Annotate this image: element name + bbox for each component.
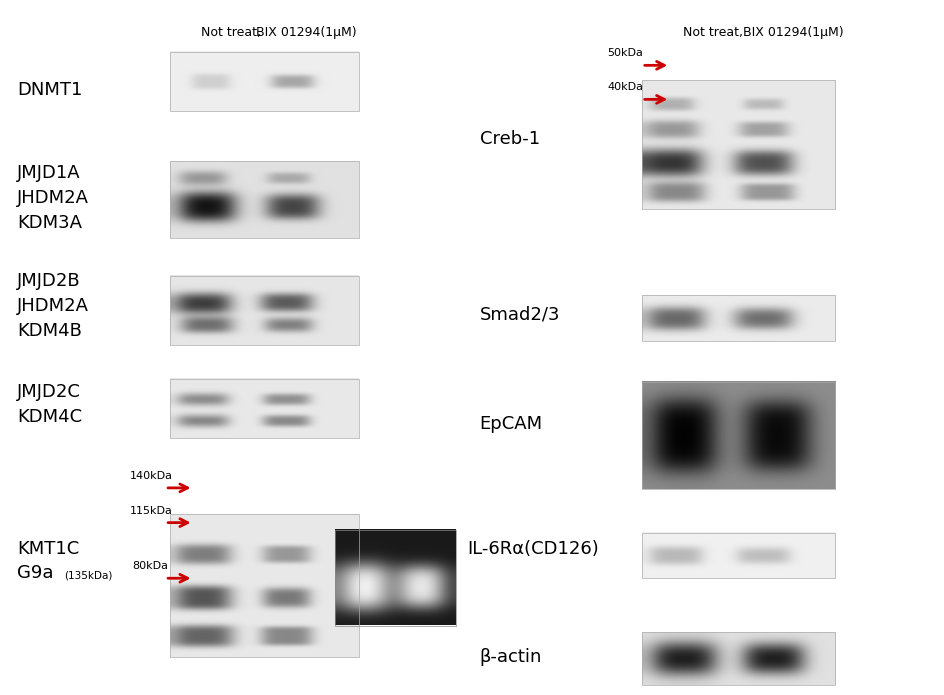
Text: KMT1C: KMT1C xyxy=(17,540,79,558)
Text: JMJD1A
JHDM2A
KDM3A: JMJD1A JHDM2A KDM3A xyxy=(17,164,89,232)
Text: JMJD2B
JHDM2A
KDM4B: JMJD2B JHDM2A KDM4B xyxy=(17,272,89,340)
Text: BIX 01294(1μM): BIX 01294(1μM) xyxy=(257,26,357,40)
Bar xyxy=(642,382,835,489)
Bar xyxy=(335,530,456,626)
Bar xyxy=(170,52,359,111)
Bar xyxy=(642,632,835,685)
Text: IL-6Rα(CD126): IL-6Rα(CD126) xyxy=(467,540,599,558)
Bar xyxy=(170,276,359,345)
Text: (135kDa): (135kDa) xyxy=(64,571,112,580)
Text: Smad2/3: Smad2/3 xyxy=(480,305,560,323)
Bar xyxy=(170,379,359,438)
Text: JMJD2C
KDM4C: JMJD2C KDM4C xyxy=(17,383,82,426)
Text: DNMT1: DNMT1 xyxy=(17,81,82,99)
Text: β-actin: β-actin xyxy=(480,648,542,666)
Bar xyxy=(642,533,835,578)
Text: 140kDa: 140kDa xyxy=(130,471,174,481)
Text: 40kDa: 40kDa xyxy=(607,83,643,92)
Text: Not treat,: Not treat, xyxy=(683,26,743,40)
Text: 115kDa: 115kDa xyxy=(130,506,173,516)
Bar xyxy=(642,80,835,208)
Text: 80kDa: 80kDa xyxy=(132,562,168,571)
Text: 50kDa: 50kDa xyxy=(607,49,643,58)
Text: EpCAM: EpCAM xyxy=(480,415,543,433)
Text: BIX 01294(1μM): BIX 01294(1μM) xyxy=(743,26,843,40)
Bar xyxy=(170,514,359,657)
Text: Not treat,: Not treat, xyxy=(201,26,261,40)
Bar xyxy=(170,161,359,238)
Bar xyxy=(642,295,835,341)
Text: G9a: G9a xyxy=(17,564,54,582)
Text: Creb-1: Creb-1 xyxy=(480,130,540,148)
